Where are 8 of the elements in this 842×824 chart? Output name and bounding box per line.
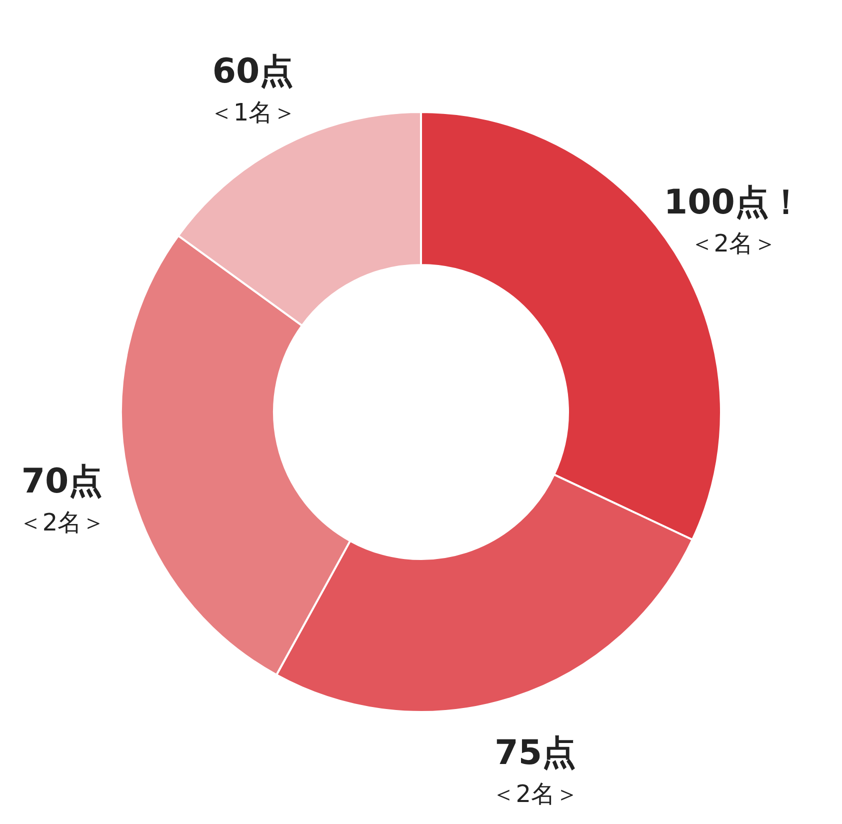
slice-label: 100点！ <box>664 182 803 223</box>
slice-label: 75点 <box>494 732 576 773</box>
text: ＜2名＞ <box>18 508 106 537</box>
slice-label: 60点 <box>212 51 294 92</box>
slice-label: 70点 <box>21 462 103 502</box>
text: ＜2名＞ <box>492 780 579 808</box>
text: ＜1名＞ <box>209 98 297 126</box>
text: ＜2名＞ <box>690 230 778 258</box>
